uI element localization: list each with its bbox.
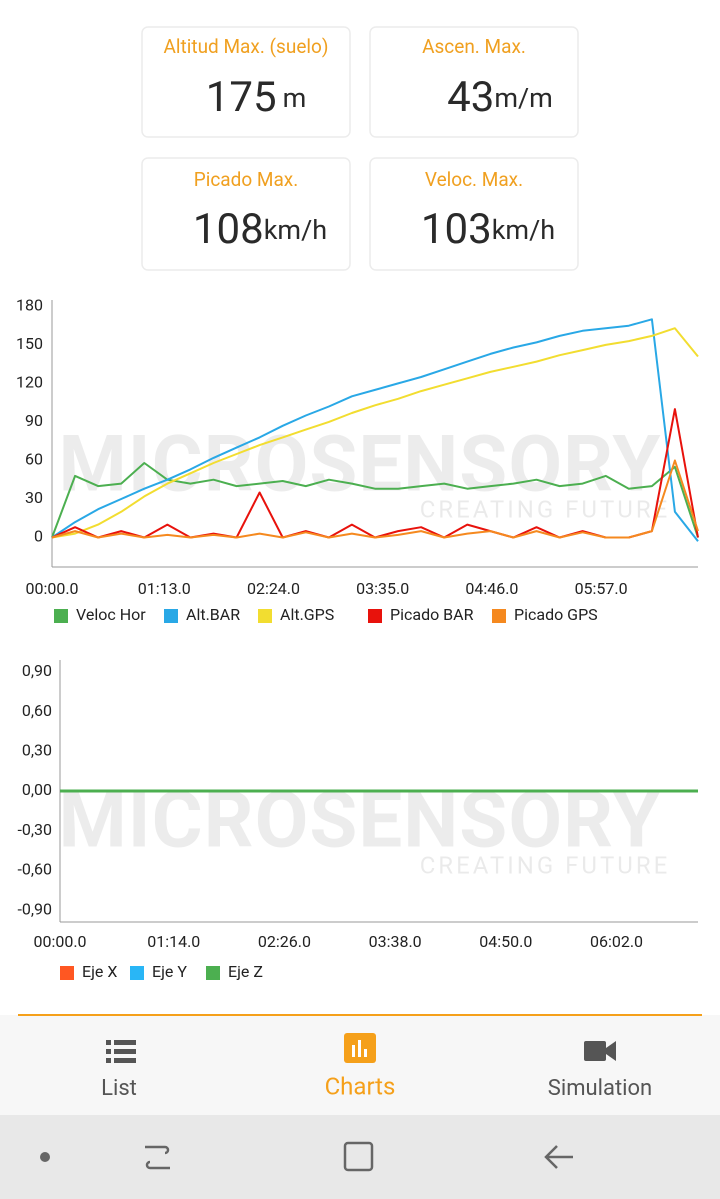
- watermark-tagline: CREATING FUTURE: [420, 851, 671, 879]
- legend-swatch: [368, 609, 382, 623]
- charts: 0 30 60 90 120 150 180 00:00.0 01:13.0 02:24.0 03:…: [16, 296, 699, 981]
- legend-swatch: [206, 966, 220, 980]
- nav-label: Simulation: [548, 1076, 652, 1101]
- y-tick-label: 120: [16, 373, 43, 392]
- card-bg: [369, 157, 579, 271]
- x-tick-label: 03:38.0: [369, 932, 422, 951]
- card-value-line: 43m/m: [447, 73, 553, 122]
- legend-swatch: [492, 609, 506, 623]
- legend-swatch: [130, 966, 144, 980]
- chart: 0 30 60 90 120 150 180 00:00.0 01:13.0 02:24.0 03:…: [16, 296, 699, 624]
- x-tick-label: 00:00.0: [33, 932, 86, 951]
- y-tick-label: 0,90: [22, 661, 52, 680]
- back-button[interactable]: [544, 1145, 573, 1169]
- card-value: 108: [193, 205, 264, 254]
- legend-label: Eje Z: [228, 962, 263, 981]
- y-tick-label: -0,30: [17, 820, 52, 839]
- y-tick-label: 0,30: [22, 741, 52, 760]
- legend-swatch: [60, 966, 74, 980]
- card-unit: m: [283, 82, 307, 114]
- legend-label: Eje X: [82, 962, 117, 981]
- bottom-nav: [0, 1015, 720, 1115]
- legend-swatch: [258, 609, 272, 623]
- x-tick-label: 04:46.0: [465, 579, 518, 598]
- legend-label: Picado BAR: [390, 605, 474, 624]
- card-value: 103: [421, 205, 492, 254]
- x-tick-label: 03:35.0: [356, 579, 409, 598]
- card-value-line: 108km/h: [193, 205, 327, 254]
- card-bg: [141, 157, 351, 271]
- stat-card: Picado Max. 108km/h: [141, 157, 351, 271]
- x-tick-label: 05:57.0: [575, 579, 628, 598]
- recent-apps-button[interactable]: [145, 1145, 170, 1170]
- y-tick-label: 0,60: [22, 701, 52, 720]
- charts-icon-bar: [364, 1049, 367, 1057]
- legend-swatch: [54, 609, 68, 623]
- x-tick-label: 06:02.0: [590, 932, 643, 951]
- home-button[interactable]: [343, 1141, 374, 1172]
- card-label: Ascen. Max.: [422, 35, 526, 58]
- stat-card: Ascen. Max. 43m/m: [369, 26, 579, 138]
- card-value-line: 103km/h: [421, 205, 555, 254]
- nav-simulation[interactable]: Simulation: [548, 1041, 652, 1101]
- card-unit: km/h: [492, 214, 555, 246]
- charts-icon-bar: [358, 1040, 361, 1057]
- card-bg: [141, 26, 351, 138]
- list-icon: [106, 1040, 136, 1063]
- nav-charts[interactable]: Charts: [325, 1033, 396, 1100]
- camera-icon: [584, 1041, 606, 1061]
- card-value: 175: [206, 73, 277, 122]
- camera-icon-lens: [606, 1041, 616, 1061]
- x-tick-label: 02:24.0: [247, 579, 300, 598]
- card-unit: km/h: [264, 214, 327, 246]
- y-tick-label: 0: [34, 527, 43, 546]
- series-line: [51, 462, 699, 538]
- legend-label: Eje Y: [152, 962, 187, 981]
- charts-icon-bar: [352, 1045, 355, 1057]
- x-tick-label: 01:13.0: [138, 579, 191, 598]
- nav-label: Charts: [325, 1072, 396, 1100]
- card-label: Picado Max.: [194, 168, 299, 191]
- y-tick-label: 30: [25, 488, 43, 507]
- card-label: Altitud Max. (suelo): [164, 35, 329, 58]
- card-bg: [369, 26, 579, 138]
- y-tick-label: -0,60: [17, 860, 52, 879]
- y-tick-label: 0,00: [22, 780, 52, 799]
- x-tick-label: 02:26.0: [258, 932, 311, 951]
- y-tick-label: 180: [16, 296, 43, 315]
- series-line: [51, 459, 699, 539]
- card-unit: m/m: [494, 82, 553, 114]
- nav-list[interactable]: List: [101, 1040, 137, 1101]
- card-value-line: 175 m: [206, 73, 307, 122]
- watermark-brand: MICROSENSORY: [58, 420, 661, 511]
- watermark-tagline: CREATING FUTURE: [420, 495, 671, 523]
- x-tick-label: 04:50.0: [479, 932, 532, 951]
- legend-label: Veloc Hor: [76, 605, 146, 624]
- x-tick-label: 01:14.0: [147, 932, 200, 951]
- legend-label: Alt.GPS: [280, 605, 334, 624]
- card-value: 43: [447, 73, 494, 122]
- y-tick-label: -0,90: [17, 899, 52, 918]
- stat-card: Altitud Max. (suelo) 175 m: [141, 26, 351, 138]
- nav-label: List: [101, 1076, 137, 1101]
- legend-label: Alt.BAR: [186, 605, 240, 624]
- card-label: Veloc. Max.: [425, 168, 523, 191]
- y-tick-label: 90: [25, 411, 43, 430]
- legend-label: Picado GPS: [514, 605, 598, 624]
- system-dot[interactable]: [40, 1152, 50, 1162]
- y-tick-label: 60: [25, 450, 43, 469]
- legend-swatch: [164, 609, 178, 623]
- system-nav-bar: [0, 1115, 720, 1199]
- y-tick-label: 150: [16, 334, 43, 353]
- chart: -0,90 -0,60 -0,30 0,00 0,30 0,60 0,90 00:00.0 01…: [17, 660, 698, 981]
- series-line: [51, 327, 699, 539]
- x-tick-label: 00:00.0: [25, 579, 78, 598]
- stat-card: Veloc. Max. 103km/h: [369, 157, 579, 271]
- series-line: [51, 318, 699, 542]
